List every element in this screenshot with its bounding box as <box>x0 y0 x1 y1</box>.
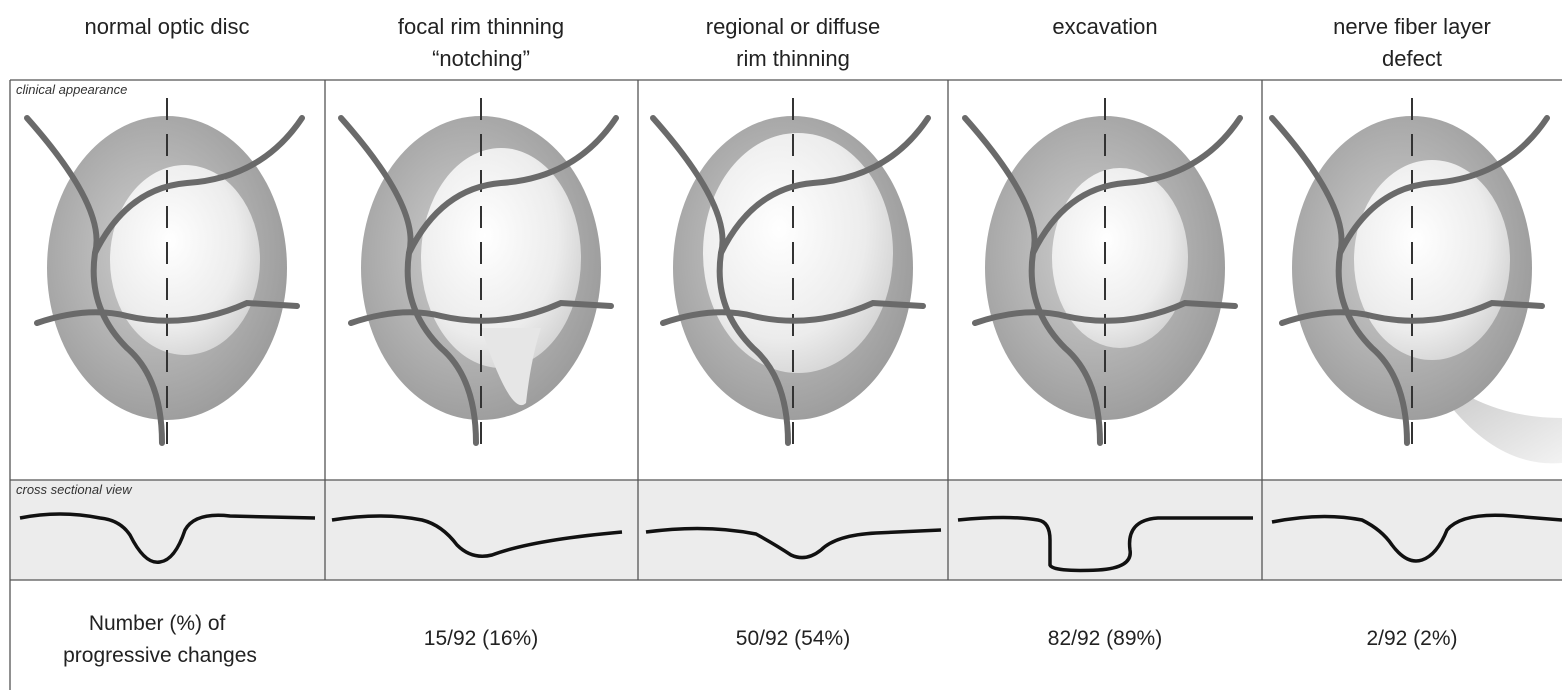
optic-cup <box>1354 160 1510 360</box>
header-line: focal rim thinning <box>398 14 564 39</box>
summary-value: 15/92 (16%) <box>424 627 538 650</box>
column-header: excavation <box>1052 14 1157 39</box>
column-header: normal optic disc <box>84 14 249 39</box>
summary-value: 50/92 (54%) <box>736 627 850 650</box>
header-line: normal optic disc <box>84 14 249 39</box>
summary-value: 2/92 (2%) <box>1366 627 1457 650</box>
cross-section-band <box>10 480 1562 580</box>
header-line: rim thinning <box>736 46 850 71</box>
column-header: focal rim thinning “notching” <box>398 14 564 71</box>
header-line: excavation <box>1052 14 1157 39</box>
header-line: “notching” <box>432 46 530 71</box>
column-header: nerve fiber layer defect <box>1333 14 1491 71</box>
nfl-defect <box>1452 398 1562 463</box>
summary-label: Number (%) of progressive changes <box>63 612 257 667</box>
header-line: nerve fiber layer <box>1333 14 1491 39</box>
column-header: regional or diffuse rim thinning <box>706 14 881 71</box>
row-label: cross sectional view <box>16 482 133 497</box>
summary-value: 82/92 (89%) <box>1048 627 1162 650</box>
header-line: defect <box>1382 46 1442 71</box>
row-label: clinical appearance <box>16 82 127 97</box>
optic-cup <box>110 165 260 355</box>
header-line: regional or diffuse <box>706 14 881 39</box>
figure: clinical appearance cross sectional view… <box>0 0 1562 695</box>
